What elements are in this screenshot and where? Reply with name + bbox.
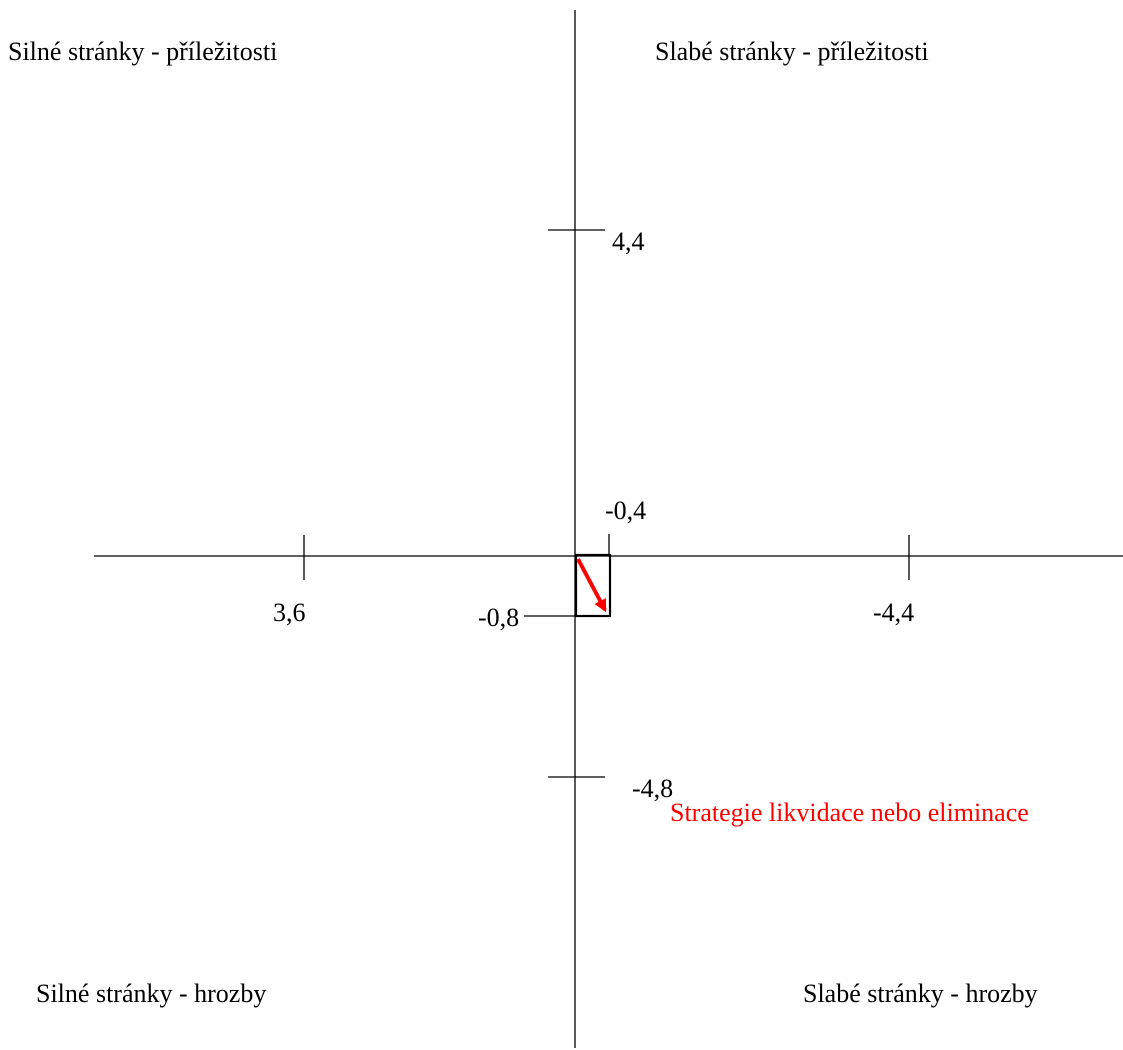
tick-label-x-left: 3,6 [273,598,306,627]
strategy-label: Strategie likvidace nebo eliminace [670,798,1029,827]
strategy-arrow [576,558,607,613]
tick-label-y-bottom: -4,8 [632,774,673,803]
tick-label-result-x: -0,4 [605,496,646,525]
tick-label-y-top: 4,4 [612,227,645,256]
quadrant-label-top-left: Silné stránky - příležitosti [8,37,277,66]
tick-label-x-right: -4,4 [873,598,914,627]
result-rectangle [574,553,612,618]
quadrant-label-bottom-left: Silné stránky - hrozby [36,979,266,1008]
tick-label-result-y: -0,8 [478,603,519,632]
quadrant-label-top-right: Slabé stránky - příležitosti [655,37,929,66]
quadrant-label-bottom-right: Slabé stránky - hrozby [803,979,1038,1008]
